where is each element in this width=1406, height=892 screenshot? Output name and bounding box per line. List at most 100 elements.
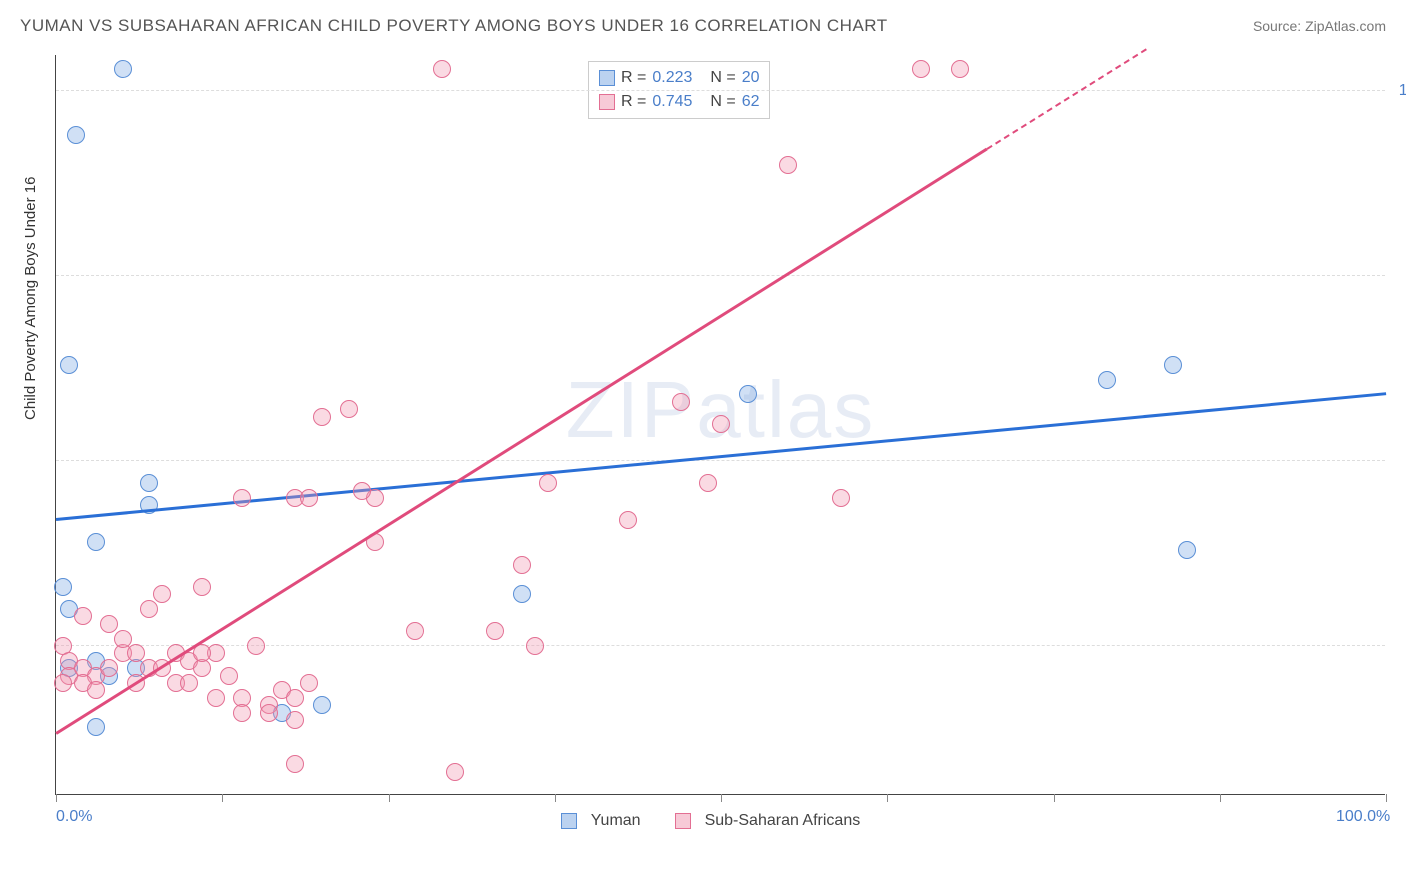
data-point xyxy=(912,60,930,78)
legend-swatch xyxy=(561,813,577,829)
legend-r-label: R = xyxy=(621,69,646,87)
data-point xyxy=(1098,371,1116,389)
data-point xyxy=(87,681,105,699)
chart-title: YUMAN VS SUBSAHARAN AFRICAN CHILD POVERT… xyxy=(20,16,888,36)
data-point xyxy=(286,755,304,773)
data-point xyxy=(539,474,557,492)
x-tick xyxy=(222,794,223,802)
x-tick xyxy=(1054,794,1055,802)
data-point xyxy=(513,585,531,603)
x-tick xyxy=(389,794,390,802)
data-point xyxy=(54,578,72,596)
x-tick xyxy=(721,794,722,802)
data-point xyxy=(233,489,251,507)
data-point xyxy=(100,659,118,677)
legend-correlation-row: R = 0.745 N = 62 xyxy=(599,90,759,114)
data-point xyxy=(140,600,158,618)
data-point xyxy=(313,696,331,714)
plot-area: ZIPatlas R =0.223N =20R =0.745N =62 Yuma… xyxy=(55,55,1385,795)
data-point xyxy=(1164,356,1182,374)
legend-r-value: 0.223 xyxy=(652,69,704,87)
data-point xyxy=(286,711,304,729)
data-point xyxy=(100,615,118,633)
legend-series: Yuman Sub-Saharan Africans xyxy=(56,812,1385,830)
data-point xyxy=(180,674,198,692)
gridline-h xyxy=(56,275,1385,276)
regression-line xyxy=(56,392,1386,520)
data-point xyxy=(699,474,717,492)
y-tick-label: 75.0% xyxy=(1393,267,1406,285)
data-point xyxy=(300,674,318,692)
source-label: Source: xyxy=(1253,18,1305,34)
data-point xyxy=(247,637,265,655)
data-point xyxy=(286,689,304,707)
legend-r-label: R = xyxy=(621,93,646,111)
legend-series-label: Yuman xyxy=(591,812,641,830)
data-point xyxy=(446,763,464,781)
data-point xyxy=(87,533,105,551)
legend-r-value: 0.745 xyxy=(652,93,704,111)
legend-swatch xyxy=(675,813,691,829)
data-point xyxy=(114,630,132,648)
data-point xyxy=(832,489,850,507)
gridline-h xyxy=(56,460,1385,461)
legend-swatch xyxy=(599,94,615,110)
data-point xyxy=(300,489,318,507)
legend-correlation-row: R = 0.223 N = 20 xyxy=(599,66,759,90)
legend-series-label: Sub-Saharan Africans xyxy=(705,812,861,830)
y-axis-title: Child Poverty Among Boys Under 16 xyxy=(22,177,39,420)
data-point xyxy=(433,60,451,78)
data-point xyxy=(526,637,544,655)
watermark: ZIPatlas xyxy=(566,364,875,456)
data-point xyxy=(313,408,331,426)
data-point xyxy=(486,622,504,640)
x-tick xyxy=(1220,794,1221,802)
data-point xyxy=(951,60,969,78)
data-point xyxy=(233,704,251,722)
data-point xyxy=(60,356,78,374)
data-point xyxy=(140,474,158,492)
data-point xyxy=(1178,541,1196,559)
data-point xyxy=(67,126,85,144)
x-tick xyxy=(887,794,888,802)
chart-source: Source: ZipAtlas.com xyxy=(1253,18,1386,34)
regression-line xyxy=(55,148,987,735)
data-point xyxy=(619,511,637,529)
data-point xyxy=(207,689,225,707)
title-bar: YUMAN VS SUBSAHARAN AFRICAN CHILD POVERT… xyxy=(20,12,1386,40)
data-point xyxy=(739,385,757,403)
x-tick xyxy=(56,794,57,802)
data-point xyxy=(127,644,145,662)
data-point xyxy=(260,704,278,722)
data-point xyxy=(153,585,171,603)
data-point xyxy=(193,578,211,596)
x-tick xyxy=(555,794,556,802)
legend-n-value: 20 xyxy=(742,69,760,87)
y-tick-label: 100.0% xyxy=(1393,82,1406,100)
x-tick xyxy=(1386,794,1387,802)
legend-n-label: N = xyxy=(710,93,735,111)
gridline-h xyxy=(56,90,1385,91)
data-point xyxy=(712,415,730,433)
data-point xyxy=(193,644,211,662)
source-name: ZipAtlas.com xyxy=(1305,18,1386,34)
data-point xyxy=(353,482,371,500)
legend-n-value: 62 xyxy=(742,93,760,111)
data-point xyxy=(340,400,358,418)
y-tick-label: 50.0% xyxy=(1393,452,1406,470)
regression-line xyxy=(986,48,1147,150)
x-tick-label: 100.0% xyxy=(1336,808,1390,826)
data-point xyxy=(220,667,238,685)
data-point xyxy=(779,156,797,174)
legend-n-label: N = xyxy=(710,69,735,87)
data-point xyxy=(513,556,531,574)
legend-swatch xyxy=(599,70,615,86)
data-point xyxy=(74,607,92,625)
y-tick-label: 25.0% xyxy=(1393,637,1406,655)
x-tick-label: 0.0% xyxy=(56,808,92,826)
data-point xyxy=(114,60,132,78)
data-point xyxy=(54,674,72,692)
data-point xyxy=(87,718,105,736)
data-point xyxy=(406,622,424,640)
data-point xyxy=(672,393,690,411)
